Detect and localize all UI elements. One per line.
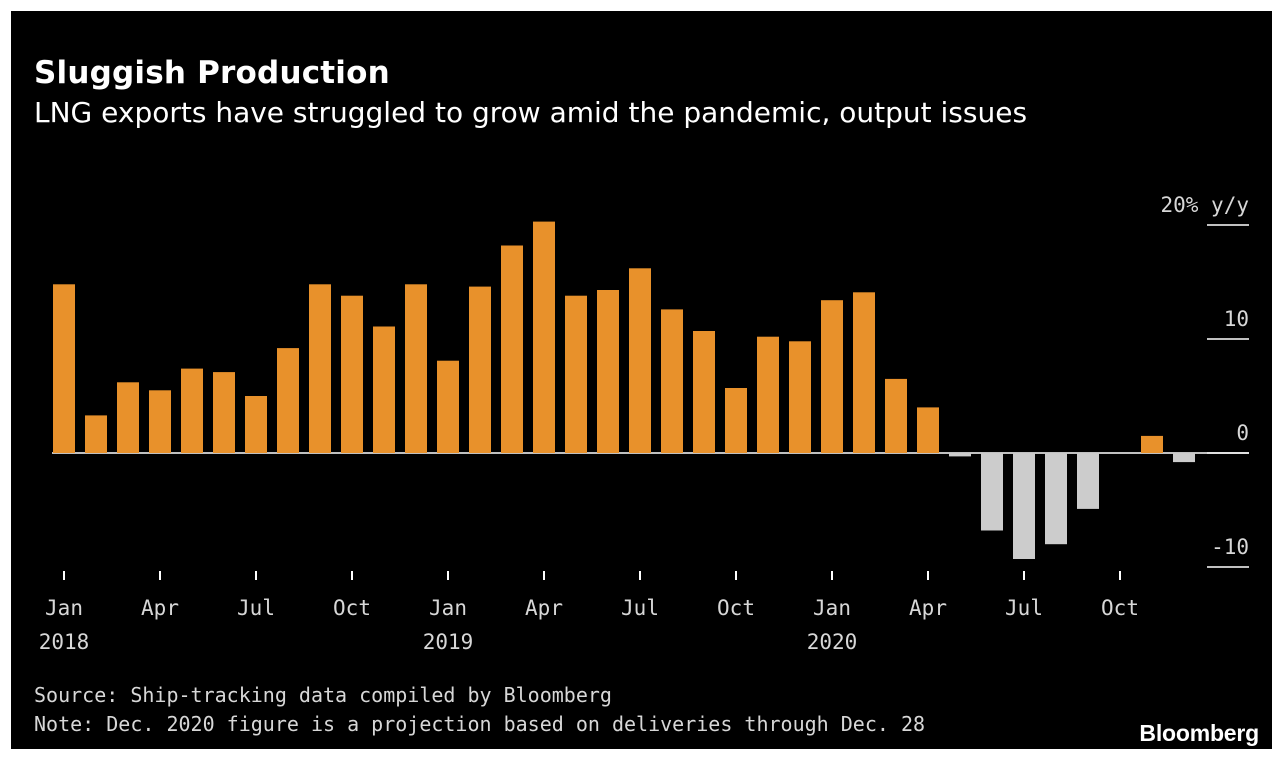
x-tick-label-month: Jan xyxy=(813,596,851,620)
bar-nov-2019 xyxy=(757,336,779,453)
bar-mar-2018 xyxy=(117,382,139,453)
bar-apr-2020 xyxy=(917,407,939,453)
bar-apr-2019 xyxy=(533,221,555,453)
bar-dec-2018 xyxy=(405,284,427,453)
x-tick-label-month: Jan xyxy=(429,596,467,620)
bar-sep-2019 xyxy=(693,331,715,453)
x-tick-label-month: Apr xyxy=(909,596,947,620)
bar-jun-2019 xyxy=(597,290,619,453)
bar-oct-2019 xyxy=(725,388,747,453)
bar-may-2018 xyxy=(181,368,203,453)
bar-jun-2018 xyxy=(213,372,235,453)
x-tick-label-year: 2018 xyxy=(39,630,90,654)
bar-jul-2020 xyxy=(1013,453,1035,559)
x-tick-label-month: Oct xyxy=(717,596,755,620)
x-tick-label-month: Oct xyxy=(333,596,371,620)
bar-apr-2018 xyxy=(149,390,171,453)
x-tick-label-month: Apr xyxy=(141,596,179,620)
bar-jan-2020 xyxy=(821,300,843,453)
bar-dec-2019 xyxy=(789,341,811,453)
source-note: Source: Ship-tracking data compiled by B… xyxy=(34,683,612,707)
chart-frame: Sluggish Production LNG exports have str… xyxy=(11,11,1272,749)
bar-aug-2019 xyxy=(661,309,683,453)
bar-dec-2020 xyxy=(1173,453,1195,463)
x-tick-label-month: Apr xyxy=(525,596,563,620)
bar-aug-2020 xyxy=(1045,453,1067,545)
bar-feb-2019 xyxy=(469,286,491,453)
bar-nov-2018 xyxy=(373,326,395,453)
bar-nov-2020 xyxy=(1141,435,1163,453)
chart-title: Sluggish Production xyxy=(34,55,390,91)
bar-sep-2018 xyxy=(309,284,331,453)
x-tick-label-month: Oct xyxy=(1101,596,1139,620)
bar-jun-2020 xyxy=(981,453,1003,531)
x-tick-label-month: Jul xyxy=(237,596,275,620)
chart-subtitle: LNG exports have struggled to grow amid … xyxy=(34,96,1028,129)
y-tick-label-20: 20% y/y xyxy=(1160,193,1249,217)
bar-chart: 20% y/y 10 0 -10 Jan 2018 Apr Jul Oct Jan 2019 Apr J… xyxy=(39,193,1249,654)
bar-may-2019 xyxy=(565,295,587,453)
bar-jul-2019 xyxy=(629,268,651,453)
bar-may-2020 xyxy=(949,453,971,457)
bar-jul-2018 xyxy=(245,396,267,453)
x-tick-label-month: Jul xyxy=(621,596,659,620)
bar-mar-2019 xyxy=(501,245,523,453)
x-tick-label-month: Jan xyxy=(45,596,83,620)
bar-feb-2020 xyxy=(853,292,875,453)
bar-jan-2019 xyxy=(437,360,459,453)
y-tick-label-0: 0 xyxy=(1236,421,1249,445)
x-tick-label-month: Jul xyxy=(1005,596,1043,620)
bloomberg-logo: Bloomberg xyxy=(1139,720,1259,746)
bar-jan-2018 xyxy=(53,284,75,453)
bar-sep-2020 xyxy=(1077,453,1099,509)
bar-feb-2018 xyxy=(85,415,107,453)
bar-mar-2020 xyxy=(885,378,907,453)
bar-oct-2018 xyxy=(341,295,363,453)
bar-aug-2018 xyxy=(277,348,299,453)
projection-note: Note: Dec. 2020 figure is a projection b… xyxy=(34,712,926,736)
x-tick-label-year: 2019 xyxy=(423,630,474,654)
y-tick-label--10: -10 xyxy=(1211,535,1249,559)
x-tick-label-year: 2020 xyxy=(807,630,858,654)
y-tick-label-10: 10 xyxy=(1224,307,1249,331)
